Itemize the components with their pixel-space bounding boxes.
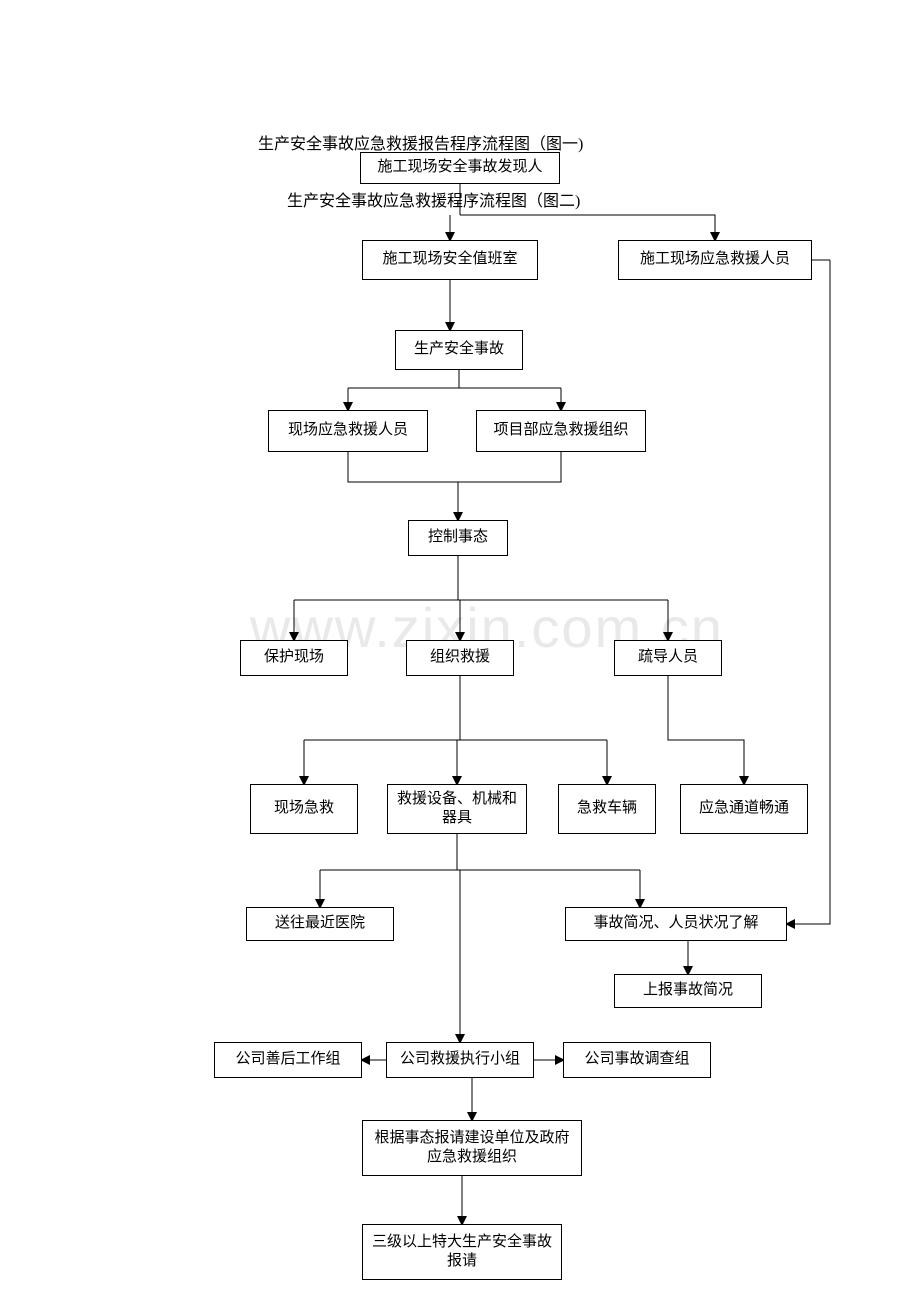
- node-n19: 公司救援执行小组: [386, 1042, 534, 1078]
- node-n7: 控制事态: [408, 520, 508, 556]
- node-n14: 应急通道畅通: [680, 784, 808, 834]
- title-1: 生产安全事故应急救援报告程序流程图（图一): [258, 130, 583, 154]
- node-n13: 急救车辆: [558, 784, 656, 834]
- node-n11: 现场急救: [250, 784, 358, 834]
- node-n8: 保护现场: [240, 640, 348, 676]
- node-n9: 组织救援: [406, 640, 514, 676]
- node-n4: 生产安全事故: [395, 330, 523, 370]
- node-n15: 送往最近医院: [246, 907, 394, 941]
- node-n3: 施工现场应急救援人员: [618, 240, 812, 280]
- node-n22: 三级以上特大生产安全事故报请: [362, 1224, 562, 1280]
- node-n20: 公司事故调查组: [563, 1042, 711, 1078]
- node-n21: 根据事态报请建设单位及政府应急救援组织: [362, 1120, 582, 1176]
- node-n6: 项目部应急救援组织: [476, 410, 646, 452]
- title-2: 生产安全事故应急救援程序流程图（图二): [287, 187, 580, 211]
- node-n16: 事故简况、人员状况了解: [565, 907, 787, 941]
- node-n12: 救援设备、机械和器具: [387, 784, 527, 834]
- node-n18: 公司善后工作组: [214, 1042, 362, 1078]
- node-n10: 疏导人员: [614, 640, 722, 676]
- node-n17: 上报事故简况: [614, 974, 762, 1008]
- node-n1: 施工现场安全事故发现人: [360, 152, 560, 184]
- node-n2: 施工现场安全值班室: [362, 240, 538, 280]
- node-n5: 现场应急救援人员: [268, 410, 428, 452]
